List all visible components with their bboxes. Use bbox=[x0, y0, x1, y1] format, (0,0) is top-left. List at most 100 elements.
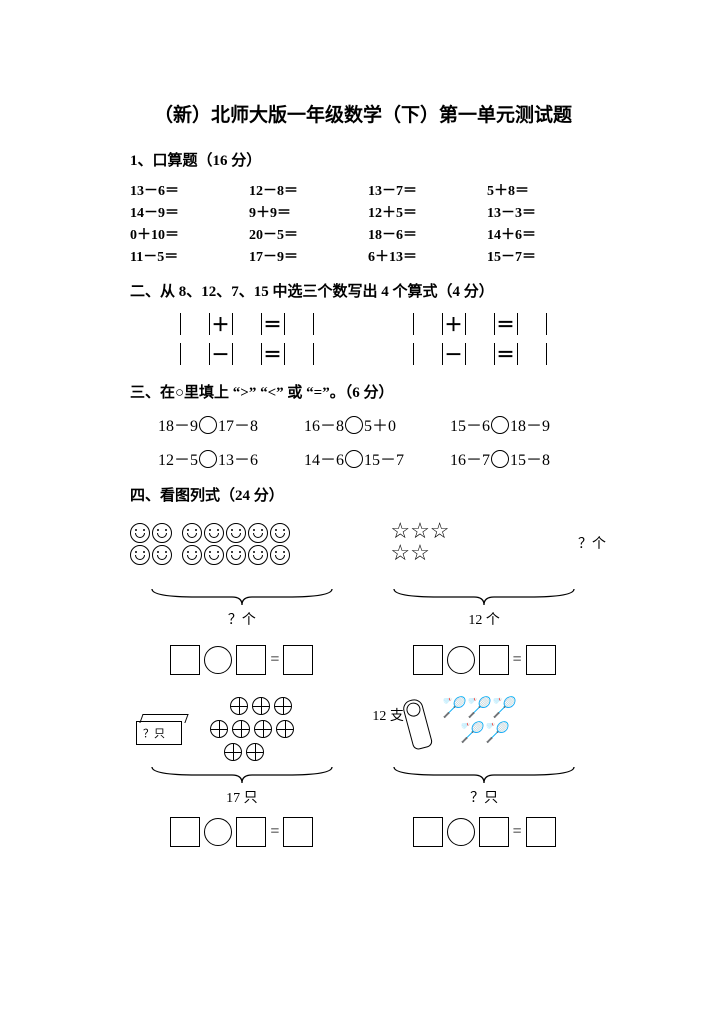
blank-circle bbox=[447, 646, 475, 674]
smiley-icon bbox=[182, 523, 202, 543]
answer-template: = bbox=[170, 645, 313, 675]
q1-cell: 12－8＝ bbox=[249, 180, 358, 200]
q1-cell: 17－9＝ bbox=[249, 246, 358, 266]
q2-row-2: － ＝ － ＝ bbox=[130, 341, 596, 367]
q4-fig3: ？只 17 只 = bbox=[130, 693, 354, 847]
smiley-icon bbox=[152, 545, 172, 565]
answer-template: = bbox=[413, 645, 556, 675]
blank-square bbox=[236, 645, 266, 675]
smiley-icon bbox=[226, 545, 246, 565]
answer-template: = bbox=[170, 817, 313, 847]
blank-box bbox=[465, 313, 495, 335]
star-group: ☆☆☆ ☆☆ bbox=[390, 521, 449, 565]
fig1-picture bbox=[130, 515, 354, 585]
q1-cell: 14－9＝ bbox=[130, 202, 239, 222]
answer-template: = bbox=[413, 817, 556, 847]
cmp-right: 15－7 bbox=[364, 452, 404, 469]
q1-heading: 1、口算题（16 分） bbox=[130, 149, 596, 170]
fig4-label: ？只 bbox=[470, 787, 498, 807]
fig3-picture: ？只 bbox=[130, 693, 354, 763]
eq-sign: ＝ bbox=[264, 311, 282, 337]
q4-ans-row-1: = = bbox=[130, 635, 596, 675]
star-icon: ☆ bbox=[410, 540, 430, 565]
cmp-right: 15－8 bbox=[510, 452, 550, 469]
tube-count: 12 支 bbox=[372, 705, 404, 725]
cmp-left: 15－6 bbox=[450, 418, 490, 435]
q3-item: 12－5 13－6 bbox=[158, 446, 304, 470]
star-icon: ☆ bbox=[390, 540, 410, 565]
blank-square bbox=[283, 817, 313, 847]
compare-circle bbox=[345, 416, 363, 434]
q1-cell: 13－3＝ bbox=[487, 202, 596, 222]
blank-square bbox=[413, 817, 443, 847]
q1-cell: 15－7＝ bbox=[487, 246, 596, 266]
equals-sign: = bbox=[270, 651, 279, 669]
q1-cell: 11－5＝ bbox=[130, 246, 239, 266]
cmp-right: 13－6 bbox=[218, 452, 258, 469]
cmp-left: 12－5 bbox=[158, 452, 198, 469]
shuttle-group: 🏸🏸🏸 🏸🏸 bbox=[442, 695, 517, 745]
brace-icon bbox=[389, 587, 579, 607]
blank-circle bbox=[204, 646, 232, 674]
smiley-icon bbox=[226, 523, 246, 543]
shuttlecock-icon: 🏸 bbox=[442, 697, 467, 719]
blank-box bbox=[180, 343, 210, 365]
box-label: ？只 bbox=[143, 725, 165, 741]
q3-item: 15－618－9 bbox=[450, 412, 596, 436]
ball-icon bbox=[232, 720, 250, 738]
equals-sign: = bbox=[513, 823, 522, 841]
smiley-icon bbox=[270, 523, 290, 543]
q1-cell: 0＋10＝ bbox=[130, 224, 239, 244]
compare-circle bbox=[491, 450, 509, 468]
minus-sign: － bbox=[212, 341, 230, 367]
q1-cell: 12＋5＝ bbox=[368, 202, 477, 222]
q2-row-1: ＋ ＝ ＋ ＝ bbox=[130, 311, 596, 337]
plus-sign: ＋ bbox=[212, 311, 230, 337]
blank-square bbox=[413, 645, 443, 675]
smiley-icon bbox=[182, 545, 202, 565]
blank-box bbox=[232, 313, 262, 335]
compare-circle bbox=[491, 416, 509, 434]
ball-icon bbox=[276, 720, 294, 738]
ball-icon bbox=[254, 720, 272, 738]
eq-sign: ＝ bbox=[497, 311, 515, 337]
ball-icon bbox=[246, 743, 264, 761]
q2-eq: ＋ ＝ bbox=[411, 311, 549, 337]
blank-box bbox=[413, 343, 443, 365]
ball-icon bbox=[230, 697, 248, 715]
smiley-icon bbox=[248, 523, 268, 543]
q2-eq: ＋ ＝ bbox=[178, 311, 316, 337]
q3-item: 16－715－8 bbox=[450, 446, 596, 470]
fig2-side-label: ？个 bbox=[578, 533, 606, 553]
box-icon: ？只 bbox=[136, 721, 182, 745]
blank-square bbox=[170, 817, 200, 847]
fig3-label: 17 只 bbox=[226, 787, 258, 807]
q1-grid: 13－6＝ 12－8＝ 13－7＝ 5＋8＝ 14－9＝ 9＋9＝ 12＋5＝ … bbox=[130, 180, 596, 266]
ball-icon bbox=[274, 697, 292, 715]
q1-cell: 14＋6＝ bbox=[487, 224, 596, 244]
shuttlecock-icon: 🏸 bbox=[492, 697, 517, 719]
smiley-icon bbox=[204, 523, 224, 543]
ball-icon bbox=[210, 720, 228, 738]
smiley-icon bbox=[130, 545, 150, 565]
q1-cell: 13－7＝ bbox=[368, 180, 477, 200]
blank-box bbox=[465, 343, 495, 365]
q2-eq: － ＝ bbox=[411, 341, 549, 367]
tube-icon bbox=[402, 697, 434, 750]
smiley-icon bbox=[270, 545, 290, 565]
blank-square bbox=[170, 645, 200, 675]
blank-square bbox=[526, 817, 556, 847]
q2-heading: 二、从 8、12、7、15 中选三个数写出 4 个算式（4 分） bbox=[130, 280, 596, 301]
compare-circle bbox=[199, 416, 217, 434]
q4-heading: 四、看图列式（24 分） bbox=[130, 484, 596, 505]
blank-box bbox=[413, 313, 443, 335]
fig1-label: ？个 bbox=[228, 609, 256, 629]
equals-sign: = bbox=[513, 651, 522, 669]
q2-eq: － ＝ bbox=[178, 341, 316, 367]
shuttlecock-icon: 🏸 bbox=[485, 722, 510, 744]
cmp-left: 16－8 bbox=[304, 418, 344, 435]
eq-sign: ＝ bbox=[264, 341, 282, 367]
q1-cell: 20－5＝ bbox=[249, 224, 358, 244]
q1-cell: 6＋13＝ bbox=[368, 246, 477, 266]
q3-grid: 18－917－8 16－85＋0 15－618－9 12－513－6 14－61… bbox=[158, 412, 596, 470]
